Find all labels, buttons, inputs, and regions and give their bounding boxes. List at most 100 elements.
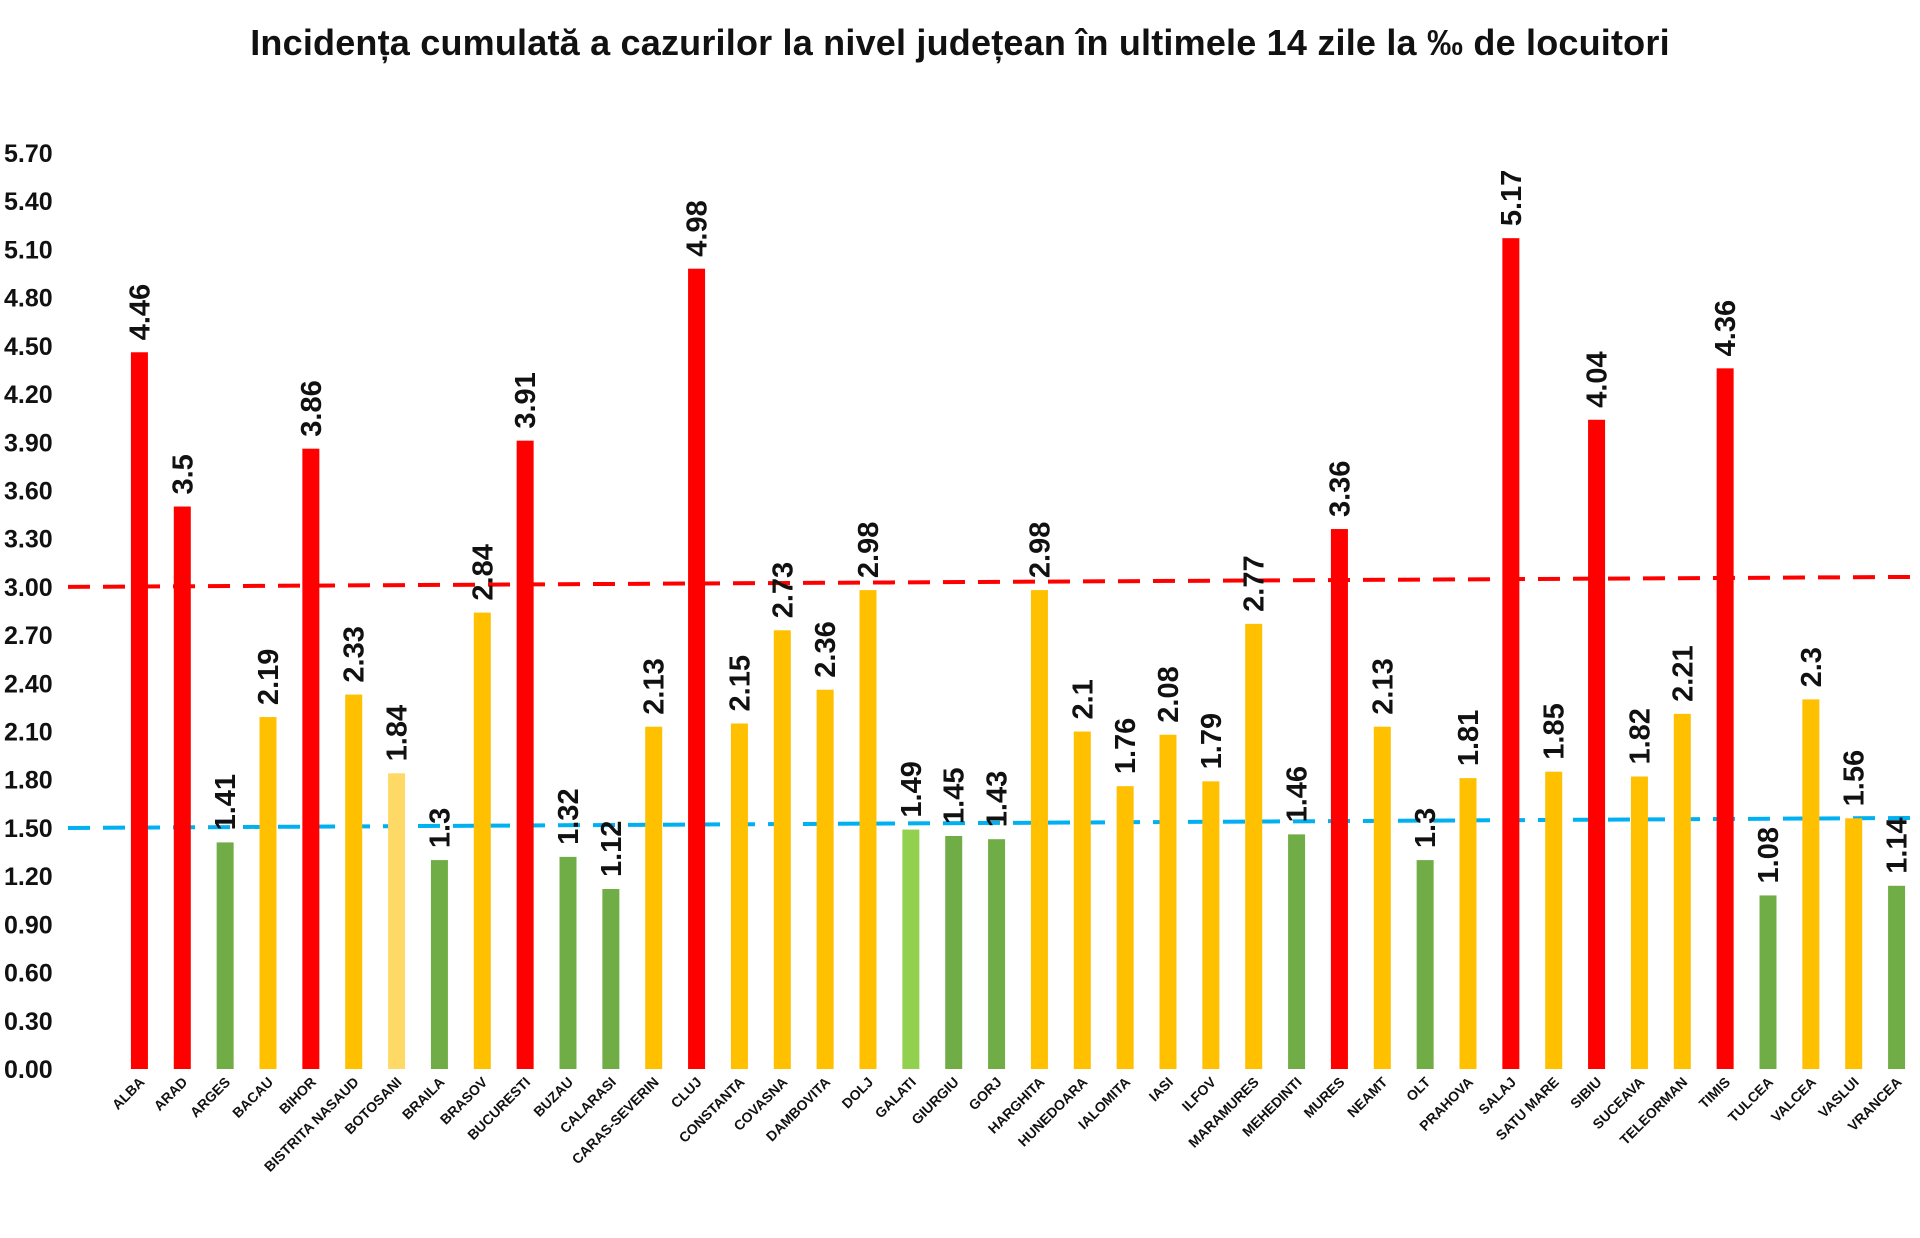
- bars: [130, 238, 1906, 1070]
- bar: [259, 717, 277, 1069]
- data-label: 4.46: [124, 284, 156, 340]
- y-tick-label: 5.10: [4, 236, 53, 264]
- data-label: 4.36: [1710, 300, 1742, 356]
- bar: [945, 835, 963, 1069]
- data-label: 3.86: [296, 380, 328, 436]
- x-tick-label: MURES: [1300, 1074, 1347, 1121]
- y-tick-label: 4.50: [4, 333, 53, 361]
- data-label: 1.45: [939, 768, 971, 824]
- bar: [516, 440, 534, 1069]
- y-tick-label: 0.60: [4, 960, 53, 988]
- y-tick-label: 3.60: [4, 477, 53, 505]
- y-tick-label: 0.30: [4, 1008, 53, 1036]
- x-tick-label: IASI: [1146, 1074, 1177, 1105]
- y-tick-label: 0.90: [4, 911, 53, 939]
- bar: [1330, 529, 1348, 1069]
- reference-line-red: [67, 574, 1919, 589]
- x-tick-label: OLT: [1403, 1074, 1434, 1105]
- data-label: 2.33: [339, 626, 371, 682]
- bar: [773, 630, 791, 1069]
- data-label: 1.12: [596, 821, 628, 877]
- data-label: 2.19: [253, 649, 285, 705]
- y-tick-label: 2.40: [4, 670, 53, 698]
- x-tick-label: VALCEA: [1768, 1074, 1819, 1125]
- data-label: 3.91: [510, 372, 542, 428]
- data-labels: 4.46 3.5 1.41 2.19 3.86 2.33 1.84 1.3 2.84 3.91 1.…: [124, 170, 1913, 884]
- x-tick-label: ARAD: [150, 1074, 190, 1114]
- x-tick-label: TIMIS: [1696, 1074, 1734, 1112]
- x-tick-label: BACAU: [229, 1074, 276, 1121]
- bar: [1245, 623, 1263, 1069]
- bar: [988, 839, 1006, 1069]
- x-tick-label: GIURGIU: [908, 1074, 962, 1128]
- bar: [302, 448, 320, 1069]
- data-label: 3.5: [167, 454, 199, 494]
- reference-lines: [67, 574, 1919, 830]
- bar: [430, 860, 448, 1069]
- y-tick-label: 5.40: [4, 188, 53, 216]
- data-label: 2.08: [1153, 666, 1185, 722]
- data-label: 4.04: [1582, 351, 1614, 407]
- y-tick-label: 4.80: [4, 285, 53, 313]
- data-label: 2.36: [810, 621, 842, 677]
- x-tick-label: ALBA: [109, 1074, 148, 1113]
- y-tick-label: 5.70: [4, 140, 53, 168]
- bar: [173, 506, 191, 1070]
- bar: [388, 773, 406, 1069]
- data-label: 5.17: [1496, 170, 1528, 226]
- bar: [1502, 238, 1520, 1069]
- data-label: 1.32: [553, 788, 585, 844]
- x-tick-label: NEAMT: [1344, 1073, 1391, 1120]
- data-label: 1.56: [1839, 750, 1871, 806]
- data-label: 2.13: [639, 658, 671, 714]
- bar: [1416, 860, 1434, 1069]
- bar: [1845, 818, 1863, 1069]
- data-label: 1.3: [424, 808, 456, 848]
- data-label: 1.76: [1110, 718, 1142, 774]
- data-label: 2.98: [1024, 522, 1056, 578]
- y-tick-label: 1.20: [4, 863, 53, 891]
- data-label: 2.84: [467, 544, 499, 600]
- bar: [1630, 776, 1648, 1069]
- data-label: 1.85: [1539, 703, 1571, 759]
- y-tick-label: 0.00: [4, 1056, 53, 1084]
- bar: [902, 829, 920, 1069]
- data-label: 1.49: [896, 761, 928, 817]
- bar: [1673, 713, 1691, 1069]
- bar: [345, 694, 363, 1069]
- y-tick-label: 4.20: [4, 381, 53, 409]
- bar: [1459, 778, 1477, 1069]
- bar: [1288, 834, 1306, 1069]
- bar: [1888, 885, 1906, 1069]
- bar: [1030, 590, 1048, 1069]
- bar: [473, 612, 491, 1069]
- x-tick-label: ILFOV: [1179, 1073, 1220, 1114]
- bar: [645, 726, 663, 1069]
- data-label: 1.81: [1453, 710, 1485, 766]
- data-label: 4.98: [682, 200, 714, 256]
- y-axis: 0.00 0.30 0.60 0.90 1.20 1.50 1.80 2.10 2.40 2.70…: [4, 140, 53, 1084]
- data-label: 1.46: [1282, 766, 1314, 822]
- bar: [130, 352, 148, 1070]
- x-tick-label: CLUJ: [668, 1074, 705, 1111]
- bar: [559, 856, 577, 1069]
- data-label: 1.79: [1196, 713, 1228, 769]
- data-label: 1.41: [210, 774, 242, 830]
- data-label: 2.1: [1067, 679, 1099, 719]
- data-label: 2.73: [767, 562, 799, 618]
- x-tick-label: TULCEA: [1725, 1074, 1776, 1125]
- data-label: 3.36: [1324, 461, 1356, 517]
- x-tick-label: GORJ: [965, 1074, 1004, 1113]
- bar: [1202, 781, 1220, 1069]
- bar: [1373, 726, 1391, 1069]
- bar: [602, 889, 620, 1069]
- bar: [816, 689, 834, 1069]
- bar: [1073, 731, 1091, 1069]
- bar: [1588, 419, 1606, 1070]
- bar: [1759, 895, 1777, 1069]
- data-label: 1.14: [1882, 817, 1914, 873]
- data-label: 2.3: [1796, 647, 1828, 687]
- bar: [859, 590, 877, 1069]
